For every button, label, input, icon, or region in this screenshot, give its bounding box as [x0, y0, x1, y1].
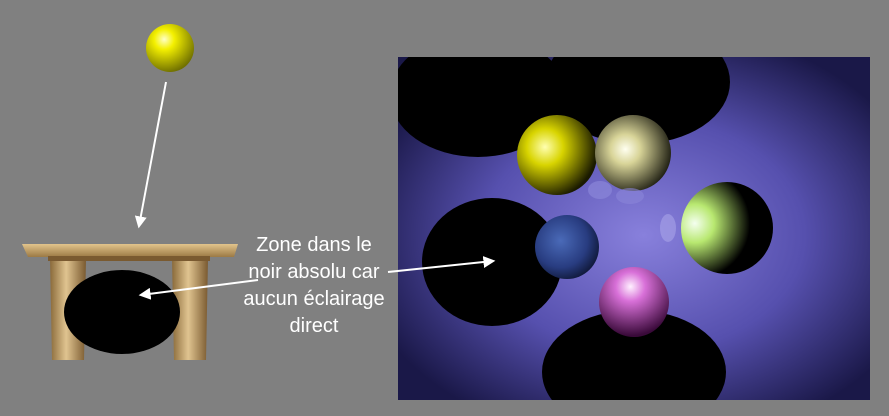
caption-line-2: noir absolu car	[248, 261, 380, 283]
reflection-glint-3	[660, 214, 676, 242]
reflection-glint-1	[588, 181, 612, 199]
caption-line-1: Zone dans le	[256, 234, 372, 256]
pink-sphere	[599, 267, 669, 337]
annotation-arrow-right	[387, 256, 496, 273]
light-ray-arrow	[134, 81, 167, 229]
table-apron	[48, 256, 210, 261]
annotation-arrow-left	[138, 279, 259, 300]
caption-line-3: aucun éclairage	[243, 288, 385, 310]
earth-sphere	[535, 215, 599, 279]
left-scene	[22, 24, 238, 360]
reflection-glint-2	[616, 188, 644, 204]
green-sphere	[681, 182, 773, 274]
shadow-zone	[64, 270, 180, 354]
table-leg-right	[172, 258, 208, 360]
black-sphere-bottom	[542, 310, 726, 416]
cream-sphere	[595, 115, 671, 191]
black-sphere-top-left	[390, 33, 566, 157]
black-sphere-top-center	[546, 20, 730, 144]
table	[22, 244, 238, 360]
table-top	[22, 244, 238, 257]
caption-line-4: direct	[289, 315, 339, 337]
annotation-caption: Zone dans le noir absolu car aucun éclai…	[232, 232, 396, 340]
yellow-sphere	[517, 115, 597, 195]
light-sphere	[146, 24, 194, 72]
render-image	[390, 20, 870, 416]
